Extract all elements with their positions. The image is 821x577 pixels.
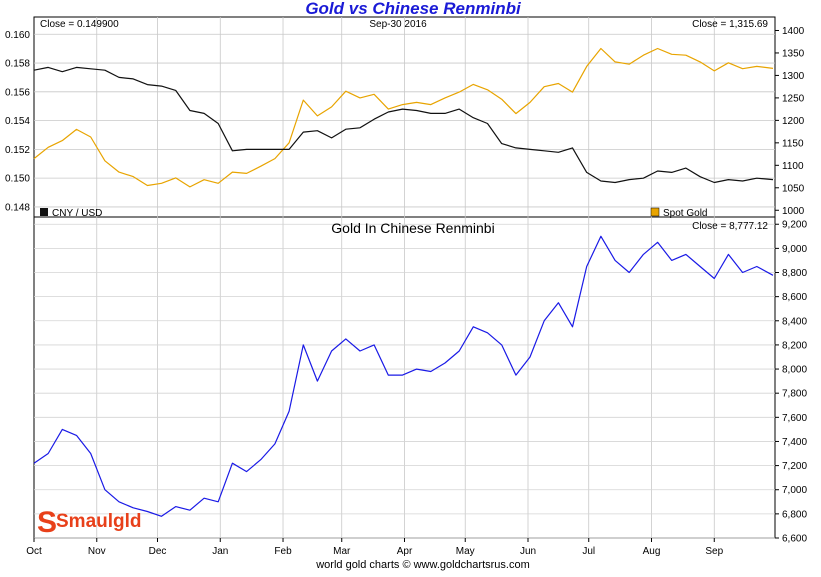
grid-lines bbox=[34, 17, 775, 539]
y-right-tick-label-bottom: 8,000 bbox=[782, 365, 807, 376]
bottom-close-right: Close = 8,777.12 bbox=[692, 221, 768, 232]
y-left-tick-label: 0.158 bbox=[5, 59, 30, 70]
legend-label-cny-usd: CNY / USD bbox=[52, 208, 102, 219]
x-tick-label-nov: Nov bbox=[88, 546, 106, 557]
top-close-right: Close = 1,315.69 bbox=[692, 19, 768, 30]
x-tick-label-oct: Oct bbox=[26, 546, 42, 557]
x-tick-label-sep: Sep bbox=[705, 546, 723, 557]
legend-swatch-spot-gold bbox=[650, 207, 660, 217]
x-tick-label-feb: Feb bbox=[274, 546, 292, 557]
chart-title: Gold vs Chinese Renminbi bbox=[305, 0, 522, 18]
y-right-tick-label-top: 1200 bbox=[782, 116, 805, 127]
legend-label-spot-gold: Spot Gold bbox=[663, 208, 707, 219]
legend-swatch-cny-usd bbox=[40, 208, 48, 216]
logo-text: Smaulgld bbox=[56, 511, 142, 532]
x-tick-label-jan: Jan bbox=[212, 546, 228, 557]
y-right-tick-label-top: 1000 bbox=[782, 206, 805, 217]
y-left-tick-label: 0.152 bbox=[5, 145, 30, 156]
y-right-tick-label-top: 1400 bbox=[782, 26, 805, 37]
x-tick-label-dec: Dec bbox=[149, 546, 167, 557]
top-date-label: Sep-30 2016 bbox=[369, 19, 427, 30]
x-tick-label-apr: Apr bbox=[397, 546, 413, 557]
x-tick-label-aug: Aug bbox=[643, 546, 661, 557]
y-right-tick-label-top: 1300 bbox=[782, 71, 805, 82]
series-line-spot-gold bbox=[33, 47, 774, 188]
y-right-tick-label-bottom: 7,600 bbox=[782, 413, 807, 424]
bottom-panel-title: Gold In Chinese Renminbi bbox=[331, 220, 494, 236]
y-left-tick-label: 0.156 bbox=[5, 87, 30, 98]
y-left-tick-label: 0.154 bbox=[5, 116, 30, 127]
smaulgld-logo: S Smaulgld bbox=[37, 506, 142, 539]
y-left-tick-label: 0.160 bbox=[5, 30, 30, 41]
y-right-tick-label-top: 1250 bbox=[782, 93, 805, 104]
series-line-cny-usd bbox=[33, 66, 774, 184]
y-right-tick-label-bottom: 7,200 bbox=[782, 461, 807, 472]
y-right-tick-label-bottom: 8,400 bbox=[782, 316, 807, 327]
y-right-tick-label-bottom: 9,200 bbox=[782, 220, 807, 231]
x-tick-label-may: May bbox=[456, 546, 475, 557]
footer-credit: world gold charts © www.goldchartsrus.co… bbox=[315, 559, 530, 571]
y-right-tick-label-bottom: 8,600 bbox=[782, 292, 807, 303]
y-left-tick-label: 0.150 bbox=[5, 174, 30, 185]
y-right-tick-label-bottom: 7,000 bbox=[782, 485, 807, 496]
y-right-tick-label-top: 1350 bbox=[782, 48, 805, 59]
y-right-tick-label-bottom: 6,800 bbox=[782, 509, 807, 520]
y-right-tick-label-bottom: 8,800 bbox=[782, 268, 807, 279]
axis-tick-labels: Oct Nov Dec Jan Feb Mar Apr May Jun Jul Aug Sep 0.14… bbox=[5, 26, 807, 557]
logo-initial: S bbox=[37, 506, 57, 539]
y-left-tick-label: 0.148 bbox=[5, 202, 30, 213]
series-line-gold-in-rmb bbox=[33, 235, 774, 517]
y-right-tick-label-bottom: 8,200 bbox=[782, 340, 807, 351]
y-right-tick-label-bottom: 7,800 bbox=[782, 389, 807, 400]
y-right-tick-label-top: 1150 bbox=[782, 138, 804, 149]
x-tick-label-jul: Jul bbox=[582, 546, 595, 557]
top-close-left: Close = 0.149900 bbox=[40, 19, 119, 30]
y-right-tick-label-bottom: 7,400 bbox=[782, 437, 807, 448]
series-lines bbox=[33, 47, 774, 517]
x-tick-label-jun: Jun bbox=[520, 546, 536, 557]
y-right-tick-label-bottom: 9,000 bbox=[782, 244, 807, 255]
y-right-tick-label-top: 1050 bbox=[782, 183, 805, 194]
x-tick-label-mar: Mar bbox=[333, 546, 351, 557]
y-right-tick-label-top: 1100 bbox=[782, 161, 804, 172]
y-right-tick-label-bottom: 6,600 bbox=[782, 534, 807, 545]
